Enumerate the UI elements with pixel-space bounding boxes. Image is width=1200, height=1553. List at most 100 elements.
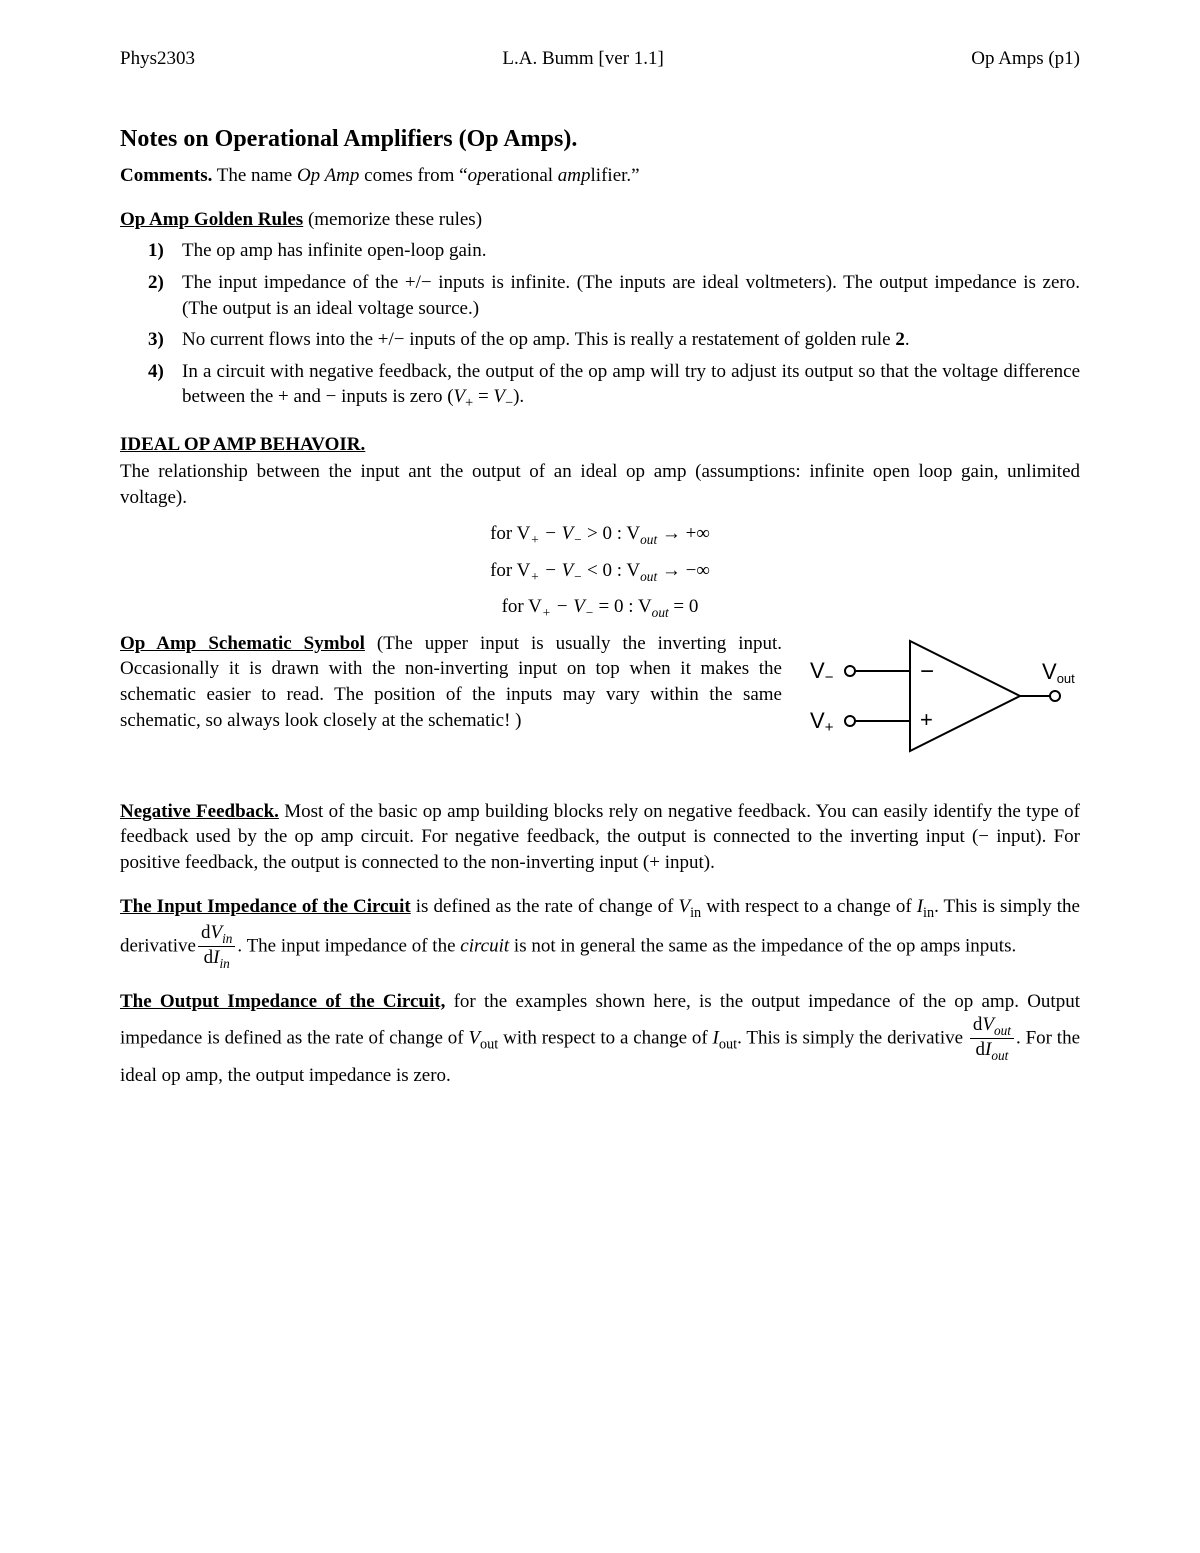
equation-row: for V+ − V− = 0 : Vout = 0 [120, 589, 1080, 625]
text: erational [487, 165, 558, 186]
sub: out [652, 604, 669, 619]
text: = [473, 386, 493, 407]
comments-paragraph: Comments. The name Op Amp comes from “op… [120, 163, 1080, 189]
text: − V [539, 560, 573, 581]
output-impedance-paragraph: The Output Impedance of the Circuit, for… [120, 989, 1080, 1089]
text: . This is simply the derivative [737, 1027, 968, 1048]
header-left: Phys2303 [120, 48, 195, 70]
heading-note: (memorize these rules) [303, 209, 482, 230]
label-vout: Vout [1042, 659, 1075, 686]
text: = 0 : V [594, 596, 652, 617]
sub: + [542, 604, 551, 619]
item-text: No current flows into the +/− inputs of … [182, 329, 895, 350]
list-item: 4)In a circuit with negative feedback, t… [182, 359, 1080, 414]
header-right: Op Amps (p1) [971, 48, 1080, 70]
schematic-text: Op Amp Schematic Symbol (The upper input… [120, 631, 782, 734]
heading-text: Op Amp Schematic Symbol [120, 633, 365, 654]
text: with respect to a change of [701, 896, 917, 917]
heading-text: The Output Impedance of the Circuit, [120, 991, 445, 1012]
text: > 0 : V [582, 523, 640, 544]
terminal [845, 666, 855, 676]
heading-text: Negative Feedback. [120, 801, 279, 822]
list-item: 3)No current flows into the +/− inputs o… [182, 327, 1080, 353]
comments-label: Comments. [120, 165, 212, 186]
text: comes from “ [359, 165, 467, 186]
sub: + [465, 395, 473, 411]
list-item: 2)The input impedance of the +/− inputs … [182, 270, 1080, 321]
label-vplus: V+ [810, 708, 834, 736]
sub: − [585, 604, 594, 619]
ideal-equations: for V+ − V− > 0 : Vout → +∞ for V+ − V− … [120, 516, 1080, 624]
sub: − [505, 395, 513, 411]
list-item: 1)The op amp has infinite open-loop gain… [182, 238, 1080, 264]
text: < 0 : V [582, 560, 640, 581]
text: ). [513, 386, 524, 407]
sub: in [690, 904, 701, 920]
text: for V [502, 596, 542, 617]
sub: + [530, 532, 539, 547]
equation-row: for V+ − V− > 0 : Vout → +∞ [120, 516, 1080, 552]
document-page: Phys2303 L.A. Bumm [ver 1.1] Op Amps (p1… [0, 0, 1200, 1553]
text: = 0 [669, 596, 699, 617]
sub: out [640, 532, 657, 547]
sign-plus: + [920, 707, 933, 732]
text: for V [490, 523, 530, 544]
heading-text: The Input Impedance of the Circuit [120, 896, 411, 917]
var: V [678, 896, 690, 917]
negative-feedback-paragraph: Negative Feedback. Most of the basic op … [120, 799, 1080, 876]
text: is defined as the rate of change of [411, 896, 679, 917]
sub: out [994, 1023, 1011, 1038]
header-center: L.A. Bumm [ver 1.1] [502, 48, 663, 70]
text: Op Amp [297, 165, 359, 186]
text: → +∞ [657, 523, 710, 544]
text: for V [490, 560, 530, 581]
terminal [1050, 691, 1060, 701]
sub: − [573, 568, 582, 583]
text: . [905, 329, 910, 350]
ideal-text: The relationship between the input ant t… [120, 459, 1080, 510]
sub: out [719, 1036, 737, 1052]
var: V [468, 1027, 480, 1048]
page-header: Phys2303 L.A. Bumm [ver 1.1] Op Amps (p1… [120, 48, 1080, 70]
item-number: 2) [148, 270, 164, 296]
text: − V [551, 596, 585, 617]
text: amp [558, 165, 591, 186]
opamp-symbol-icon: V− V+ Vout − + [800, 631, 1080, 781]
terminal [845, 716, 855, 726]
var: V [982, 1014, 994, 1035]
item-number: 4) [148, 359, 164, 385]
text: → −∞ [657, 560, 710, 581]
text: lifier.” [591, 165, 640, 186]
d: d [976, 1039, 986, 1060]
golden-rules-heading: Op Amp Golden Rules (memorize these rule… [120, 207, 1080, 233]
heading-text: Op Amp Golden Rules [120, 209, 303, 230]
input-impedance-paragraph: The Input Impedance of the Circuit is de… [120, 894, 1080, 972]
var: V [210, 922, 222, 943]
equation-row: for V+ − V− < 0 : Vout → −∞ [120, 553, 1080, 589]
text: . The input impedance of the [237, 935, 460, 956]
sub: in [219, 956, 229, 971]
text: − V [539, 523, 573, 544]
bold-ref: 2 [895, 329, 905, 350]
sub: in [923, 904, 934, 920]
sub: out [991, 1048, 1008, 1063]
sub: − [573, 532, 582, 547]
schematic-section: Op Amp Schematic Symbol (The upper input… [120, 631, 1080, 781]
sign-minus: − [920, 658, 934, 685]
item-text: The input impedance of the +/− inputs is… [182, 272, 1080, 319]
heading-text: IDEAL OP AMP BEHAVOIR. [120, 434, 365, 455]
sub: in [222, 930, 232, 945]
sub: out [480, 1036, 498, 1052]
item-number: 3) [148, 327, 164, 353]
golden-rules-list: 1)The op amp has infinite open-loop gain… [120, 238, 1080, 413]
ideal-heading: IDEAL OP AMP BEHAVOIR. [120, 432, 1080, 458]
item-text: The op amp has infinite open-loop gain. [182, 240, 486, 261]
text: op [468, 165, 487, 186]
page-title: Notes on Operational Amplifiers (Op Amps… [120, 126, 1080, 153]
text: is not in general the same as the impeda… [509, 935, 1016, 956]
label-vminus: V− [810, 658, 834, 686]
italic: circuit [460, 935, 509, 956]
item-text: In a circuit with negative feedback, the… [182, 361, 1080, 408]
fraction: dVoutdIout [970, 1015, 1014, 1064]
text: with respect to a change of [498, 1027, 712, 1048]
